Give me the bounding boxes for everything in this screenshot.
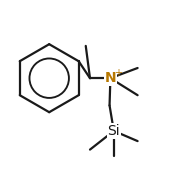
Text: Si: Si: [107, 124, 120, 138]
Text: +: +: [114, 68, 122, 78]
Text: N: N: [105, 71, 116, 85]
